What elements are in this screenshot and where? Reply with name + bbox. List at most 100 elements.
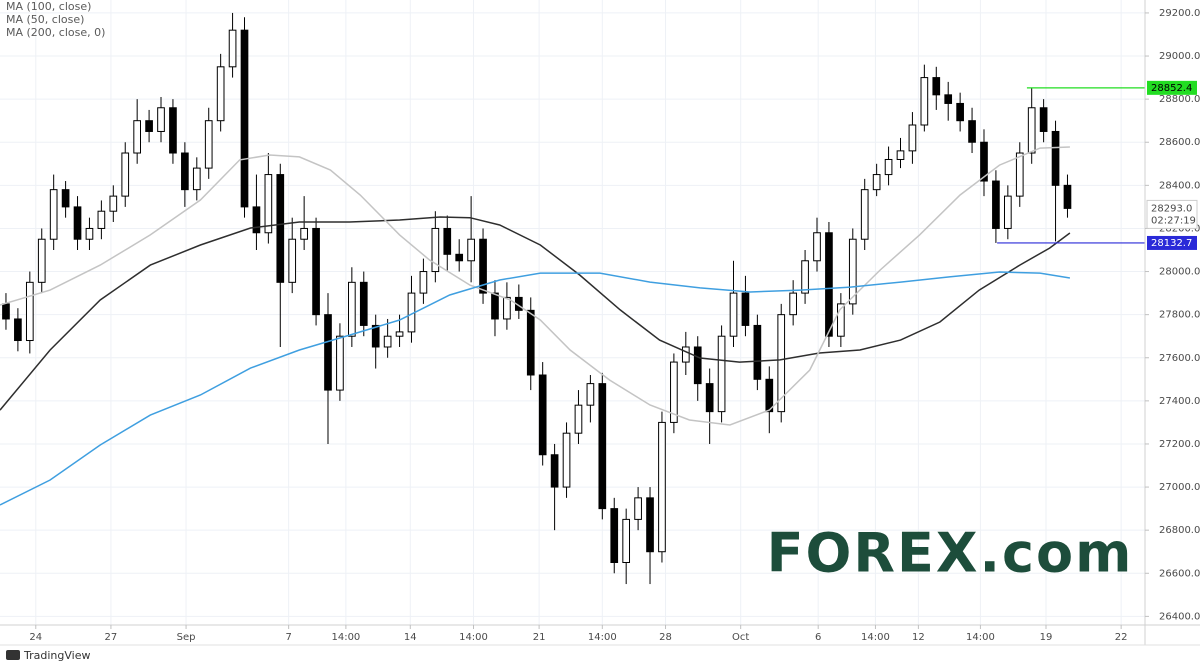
- candle-body: [336, 335, 344, 391]
- candle-body: [37, 238, 46, 283]
- candle-body: [574, 404, 583, 434]
- candle-body: [1039, 107, 1048, 132]
- candle-body: [872, 174, 881, 191]
- candle-body: [348, 281, 356, 337]
- legend: MA (100, close)MA (50, close)MA (200, cl…: [6, 0, 105, 39]
- y-tick-label: 27800.0: [1159, 310, 1200, 321]
- candle-body: [85, 227, 94, 240]
- candle-body: [813, 232, 821, 262]
- candle-body: [228, 29, 237, 68]
- candle-body: [264, 174, 273, 234]
- candle-body: [467, 238, 475, 262]
- y-tick-label: 27000.0: [1159, 482, 1200, 493]
- level-label: 28132.7: [1151, 238, 1192, 249]
- x-tick-label: 19: [1040, 632, 1053, 643]
- candle-body: [801, 260, 809, 294]
- ma-line: [0, 216, 1071, 411]
- candle-body: [109, 195, 118, 212]
- candle-body: [980, 141, 988, 182]
- candle-body: [658, 421, 666, 553]
- candle-body: [1027, 107, 1036, 154]
- candle-body: [860, 189, 869, 240]
- candle-body: [240, 29, 249, 208]
- candle-body: [908, 124, 917, 152]
- y-tick-label: 26600.0: [1159, 568, 1200, 579]
- branding-text: TradingView: [23, 649, 90, 662]
- candle-body: [610, 508, 619, 564]
- candle-body: [169, 107, 177, 154]
- level-label-box: [1147, 235, 1197, 250]
- x-tick-label: 22: [1115, 632, 1128, 643]
- x-tick-label: 14:00: [331, 632, 360, 643]
- candle-body: [216, 66, 225, 122]
- x-tick-label: 12: [912, 632, 925, 643]
- candle-body: [157, 107, 165, 132]
- candle-body: [1063, 184, 1072, 209]
- candle-body: [300, 227, 308, 240]
- candle-body: [753, 324, 762, 380]
- x-tick-label: 14:00: [459, 632, 488, 643]
- candle-body: [896, 150, 905, 160]
- candle-body: [920, 77, 929, 126]
- x-tick-label: 21: [533, 632, 546, 643]
- candle-body: [586, 383, 595, 406]
- y-tick-label: 29200.0: [1159, 8, 1200, 19]
- branding: TradingView: [6, 649, 90, 662]
- candle-body: [670, 361, 678, 423]
- candle-body: [371, 324, 380, 348]
- y-tick-label: 27400.0: [1159, 396, 1200, 407]
- candle-body: [622, 518, 631, 563]
- legend-entry: MA (200, close, 0): [6, 26, 105, 39]
- y-tick-label: 28600.0: [1159, 137, 1200, 148]
- y-tick-label: 28400.0: [1159, 180, 1200, 191]
- candle-body: [133, 120, 142, 154]
- candle-body: [145, 120, 153, 132]
- candle-body: [538, 374, 547, 456]
- ma-line: [0, 146, 1070, 426]
- candle-body: [777, 314, 786, 413]
- candle-body: [73, 206, 82, 240]
- candle-body: [729, 292, 738, 337]
- candle-body: [121, 152, 130, 197]
- x-tick-label: 7: [285, 632, 291, 643]
- candle-body: [479, 238, 487, 294]
- candle-body: [97, 210, 106, 229]
- plot-area: [0, 12, 1145, 585]
- candle-body: [550, 454, 559, 488]
- branding-logo: [6, 650, 20, 660]
- candle-body: [1003, 195, 1012, 229]
- axes: 26400.0 26600.0 26800.0 27000.0 27200.0 27400…: [29, 8, 1200, 643]
- x-tick-label: 14:00: [861, 632, 890, 643]
- candle-body: [383, 335, 392, 348]
- last-price-label: 28293.0: [1151, 203, 1192, 214]
- candle-body: [359, 281, 368, 326]
- candle-body: [503, 296, 511, 320]
- countdown: 02:27:19: [1151, 215, 1196, 226]
- candle-body: [1015, 152, 1024, 197]
- candle-body: [61, 189, 70, 208]
- candle-body: [252, 206, 261, 234]
- candle-body: [944, 94, 953, 104]
- candle-body: [741, 292, 750, 326]
- x-tick-label: 14:00: [588, 632, 617, 643]
- y-tick-label: 27600.0: [1159, 353, 1200, 364]
- candle-body: [312, 227, 320, 316]
- ma-line: [0, 271, 1071, 506]
- x-tick-label: Sep: [177, 632, 196, 643]
- candle-body: [14, 318, 22, 342]
- candle-body: [717, 335, 726, 413]
- candle-body: [491, 292, 499, 320]
- level-label: 28852.4: [1151, 83, 1192, 94]
- watermark: FOREX.com: [767, 522, 1134, 585]
- y-tick-label: 28800.0: [1159, 94, 1200, 105]
- candle-body: [681, 346, 690, 363]
- candle-body: [49, 189, 58, 240]
- candle-body: [837, 303, 845, 337]
- candle-body: [932, 77, 941, 96]
- candle-body: [419, 271, 428, 294]
- legend-entry: MA (100, close): [6, 0, 91, 13]
- candle-body: [204, 120, 213, 169]
- candle-body: [646, 497, 654, 553]
- grid: [0, 0, 1145, 625]
